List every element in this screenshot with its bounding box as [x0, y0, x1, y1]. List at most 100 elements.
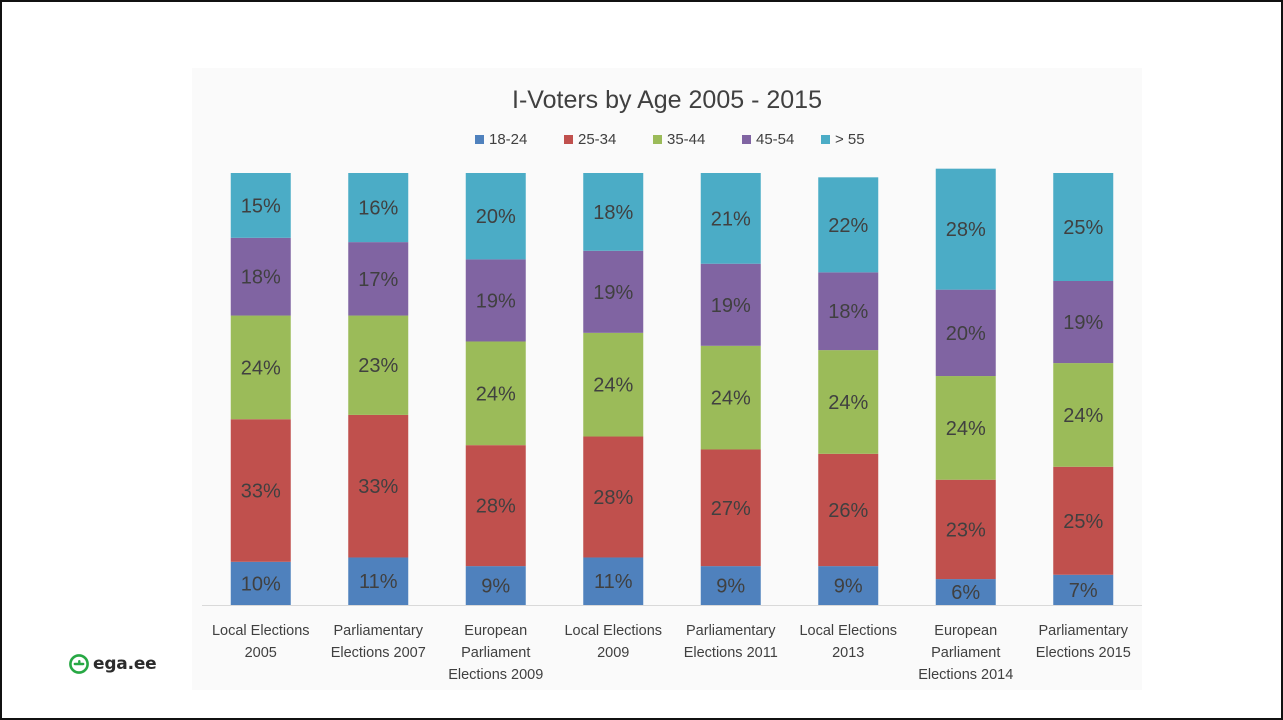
category-label-5: Local Elections 2013: [799, 623, 897, 661]
legend-swatch-1: [564, 135, 573, 144]
data-label-1-0: 11%: [359, 571, 398, 593]
bar-segment-6-1: [935, 479, 996, 580]
data-label-6-3: 20%: [946, 323, 986, 345]
bar-segment-4-1: [700, 449, 761, 567]
data-label-7-4: 25%: [1063, 217, 1103, 239]
data-label-2-3: 19%: [476, 290, 516, 312]
data-label-4-4: 21%: [711, 208, 751, 230]
data-label-1-1: 33%: [358, 476, 398, 498]
bar-segment-4-2: [700, 345, 761, 450]
data-label-6-0: 6%: [951, 582, 980, 604]
data-label-4-2: 24%: [711, 388, 751, 410]
legend-swatch-4: [821, 135, 830, 144]
data-label-4-0: 9%: [716, 576, 745, 598]
bar-segment-1-1: [348, 414, 409, 558]
bar-segment-3-2: [583, 332, 644, 437]
bar-segment-7-2: [1053, 363, 1114, 467]
bar-segment-1-3: [348, 242, 409, 316]
bar-segment-3-0: [583, 557, 644, 605]
data-label-5-3: 18%: [828, 301, 868, 323]
bar-segment-7-3: [1053, 281, 1114, 364]
data-label-3-1: 28%: [593, 487, 633, 509]
bar-segment-1-0: [348, 557, 409, 605]
chart-panel: I-Voters by Age 2005 - 2015 18-24 25-34 35-…: [192, 68, 1142, 690]
category-label-2: European Parliament Elections 2009: [448, 623, 543, 683]
bar-segment-7-0: [1053, 574, 1114, 605]
legend-label-0: 18-24: [489, 131, 527, 148]
data-label-5-1: 26%: [828, 500, 868, 522]
data-label-3-0: 11%: [594, 571, 633, 593]
bar-segment-3-4: [583, 173, 644, 251]
data-label-7-3: 19%: [1063, 312, 1103, 334]
logo-text: ega.ee: [93, 654, 157, 674]
data-label-3-4: 18%: [593, 202, 633, 224]
bar-segment-0-4: [230, 173, 291, 238]
category-label-7: Parliamentary Elections 2015: [1036, 623, 1131, 661]
bar-segment-6-0: [935, 579, 996, 605]
legend-label-4: > 55: [835, 131, 865, 148]
bar-segment-6-3: [935, 289, 996, 377]
stacked-bar-chart: I-Voters by Age 2005 - 2015 18-24 25-34 35-…: [202, 86, 1142, 683]
chart-title: I-Voters by Age 2005 - 2015: [512, 86, 822, 114]
bar-segment-0-3: [230, 237, 291, 316]
data-label-4-1: 27%: [711, 498, 751, 520]
data-label-7-1: 25%: [1063, 511, 1103, 533]
data-label-5-2: 24%: [828, 392, 868, 414]
legend-label-3: 45-54: [756, 131, 794, 148]
bar-segment-0-1: [230, 419, 291, 562]
legend-swatch-0: [475, 135, 484, 144]
bar-segment-7-1: [1053, 466, 1114, 575]
bar-segment-4-3: [700, 263, 761, 346]
data-label-7-2: 24%: [1063, 405, 1103, 427]
ega-logo-icon: [69, 654, 89, 674]
category-label-6: European Parliament Elections 2014: [918, 623, 1013, 683]
legend-swatch-2: [653, 135, 662, 144]
data-label-1-4: 16%: [358, 198, 398, 220]
legend-label-2: 35-44: [667, 131, 705, 148]
category-label-1: Parliamentary Elections 2007: [331, 623, 426, 661]
bar-segment-2-4: [465, 173, 526, 260]
data-label-3-2: 24%: [593, 375, 633, 397]
data-label-6-2: 24%: [946, 418, 986, 440]
data-label-0-1: 33%: [241, 481, 281, 503]
data-label-2-1: 28%: [476, 496, 516, 518]
bar-segment-4-4: [700, 173, 761, 264]
legend-label-1: 25-34: [578, 131, 616, 148]
bar-segment-3-1: [583, 436, 644, 558]
ega-logo[interactable]: ega.ee: [68, 653, 157, 675]
data-label-1-3: 17%: [358, 269, 398, 291]
data-label-5-4: 22%: [828, 215, 868, 237]
data-label-6-1: 23%: [946, 519, 986, 541]
category-label-4: Parliamentary Elections 2011: [684, 623, 778, 661]
bar-segment-2-0: [465, 566, 526, 605]
bar-segment-2-2: [465, 341, 526, 446]
data-label-7-0: 7%: [1069, 580, 1098, 602]
bar-segment-7-4: [1053, 173, 1114, 281]
data-label-2-4: 20%: [476, 206, 516, 228]
bar-segment-2-1: [465, 445, 526, 567]
data-label-5-0: 9%: [834, 576, 863, 598]
data-label-1-2: 23%: [358, 355, 398, 377]
bar-segment-5-2: [818, 350, 879, 454]
category-label-0: Local Elections 2005: [212, 623, 310, 661]
data-label-2-0: 9%: [481, 576, 510, 598]
bar-segment-2-3: [465, 259, 526, 342]
bar-segment-0-0: [230, 561, 291, 605]
data-label-0-4: 15%: [241, 195, 281, 217]
data-label-0-2: 24%: [241, 357, 281, 379]
bar-segment-6-2: [935, 376, 996, 480]
bar-segment-1-2: [348, 315, 409, 415]
bar-segment-1-4: [348, 173, 409, 243]
bar-segment-5-0: [818, 566, 879, 605]
bar-segment-5-1: [818, 453, 879, 567]
data-label-0-3: 18%: [241, 267, 281, 289]
legend-swatch-3: [742, 135, 751, 144]
data-label-6-4: 28%: [946, 219, 986, 241]
bar-segment-0-2: [230, 315, 291, 420]
bar-segment-5-4: [818, 177, 879, 273]
bar-segment-5-3: [818, 272, 879, 351]
data-label-3-3: 19%: [593, 282, 633, 304]
data-label-2-2: 24%: [476, 383, 516, 405]
category-label-3: Local Elections 2009: [564, 623, 662, 661]
